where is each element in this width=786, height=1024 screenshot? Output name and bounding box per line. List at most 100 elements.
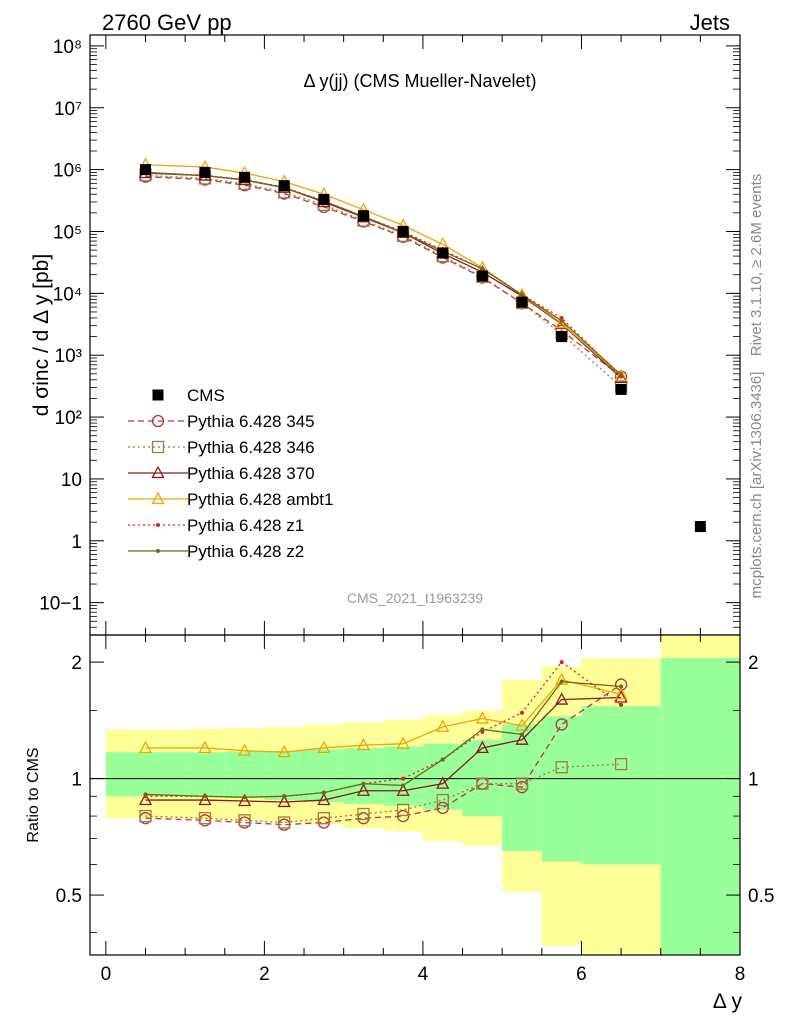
ratio-point bbox=[139, 809, 152, 823]
ratio-point bbox=[361, 781, 366, 786]
ratio-bands bbox=[105, 635, 740, 955]
ratio-y-tick-label: 1 bbox=[71, 770, 82, 791]
legend-label: Pythia 6.428 345 bbox=[187, 412, 315, 431]
ratio-point bbox=[476, 777, 489, 790]
legend: CMS Pythia 6.428 345 Pythia 6.428 346 Pythi… bbox=[128, 386, 333, 561]
ratio-point bbox=[614, 757, 628, 771]
y-tick-label: 10⁷ bbox=[54, 99, 82, 120]
green-band bbox=[660, 657, 740, 955]
ratio-point bbox=[198, 812, 212, 825]
y-tick-label: 1 bbox=[71, 532, 82, 553]
main-series-line bbox=[145, 174, 622, 388]
ratio-point bbox=[440, 757, 445, 762]
x-tick-label: 8 bbox=[735, 964, 746, 985]
main-point bbox=[437, 247, 449, 259]
legend-marker bbox=[151, 491, 165, 505]
ratio-point bbox=[480, 727, 485, 732]
main-point bbox=[199, 166, 211, 178]
main-series-5 bbox=[143, 170, 624, 379]
ratio-series-5 bbox=[143, 679, 624, 800]
ratio-point bbox=[138, 792, 153, 806]
ratio-series-line bbox=[145, 684, 622, 826]
ratio-point bbox=[143, 792, 148, 797]
y-tick-label: 10³ bbox=[55, 346, 82, 367]
main-point bbox=[520, 293, 525, 298]
main-point bbox=[476, 270, 488, 282]
ratio-point bbox=[356, 783, 371, 796]
main-series-line bbox=[145, 164, 622, 377]
main-series-0 bbox=[139, 164, 627, 395]
main-series bbox=[138, 157, 706, 533]
y-tick-label: 10⁴ bbox=[53, 284, 82, 305]
legend-marker bbox=[152, 389, 164, 401]
ratio-point bbox=[357, 807, 370, 821]
ratio-point bbox=[515, 718, 529, 731]
ratio-point bbox=[277, 794, 291, 808]
y-tick-label: 10 bbox=[61, 470, 82, 491]
ratio-point bbox=[242, 795, 247, 800]
legend-item-5: Pythia 6.428 z1 bbox=[128, 516, 304, 535]
ratio-point bbox=[614, 690, 628, 703]
ratio-point bbox=[396, 803, 410, 817]
main-series-3 bbox=[138, 165, 628, 383]
x-tick-label: 4 bbox=[418, 964, 429, 985]
ratio-point bbox=[396, 809, 410, 823]
main-point bbox=[139, 164, 151, 176]
main-point bbox=[614, 368, 628, 382]
main-point bbox=[619, 372, 624, 377]
main-series-4 bbox=[138, 157, 628, 382]
main-title: Δ y(jj) (CMS Mueller-Navelet) bbox=[303, 71, 536, 91]
x-tick-label: 0 bbox=[101, 964, 112, 985]
green-band bbox=[581, 706, 661, 865]
rivet-note: Rivet 3.1.10, ≥ 2.6M events bbox=[748, 174, 765, 357]
ratio-point bbox=[198, 792, 212, 806]
x-tick-label: 2 bbox=[259, 964, 270, 985]
main-series-2 bbox=[139, 169, 628, 393]
ratio-point bbox=[475, 711, 489, 724]
main-point bbox=[239, 171, 251, 183]
legend-item-3: Pythia 6.428 370 bbox=[128, 464, 315, 483]
main-point bbox=[480, 266, 485, 271]
ratio-point bbox=[515, 732, 529, 745]
ratio-point bbox=[282, 794, 287, 799]
main-series-6 bbox=[143, 170, 624, 377]
watermark: CMS_2021_I1963239 bbox=[347, 590, 483, 606]
ratio-series-1 bbox=[139, 757, 628, 829]
ratio-point bbox=[520, 732, 525, 737]
ratio-series-line bbox=[145, 679, 622, 753]
ratio-point bbox=[436, 719, 450, 733]
ratio-y-tick-label: 0.5 bbox=[56, 886, 82, 907]
ratio-series-line bbox=[145, 696, 622, 803]
ratio-point bbox=[555, 761, 568, 774]
ratio-point bbox=[401, 776, 406, 781]
ratio-series-line bbox=[145, 681, 622, 798]
ratio-series bbox=[138, 660, 628, 831]
main-series-1 bbox=[139, 170, 628, 383]
ratio-point bbox=[619, 702, 624, 707]
main-point bbox=[614, 370, 628, 383]
ratio-series-3 bbox=[138, 672, 628, 758]
main-series-line bbox=[145, 175, 622, 378]
main-point bbox=[559, 315, 564, 320]
legend-marker bbox=[151, 465, 165, 479]
legend-label: Pythia 6.428 346 bbox=[187, 438, 315, 457]
ratio-point bbox=[138, 740, 153, 754]
main-series-line bbox=[145, 171, 622, 378]
main-point bbox=[357, 210, 369, 222]
ratio-point bbox=[619, 684, 624, 689]
green-band bbox=[541, 716, 582, 862]
green-band bbox=[185, 752, 225, 798]
ratio-y-tick-label-right: 1 bbox=[748, 770, 759, 791]
ratio-point bbox=[436, 776, 450, 789]
legend-item-2: Pythia 6.428 346 bbox=[128, 438, 315, 457]
ratio-series-2 bbox=[138, 690, 628, 808]
main-extra-point bbox=[694, 521, 706, 533]
main-point bbox=[615, 383, 627, 395]
ratio-ticks: 0.5 0.5 1 1 2 2 0 2 4 6 8 bbox=[56, 635, 774, 985]
legend-marker bbox=[151, 414, 165, 428]
ratio-point bbox=[238, 814, 251, 827]
legend-label: Pythia 6.428 z2 bbox=[187, 542, 304, 561]
legend-label: Pythia 6.428 ambt1 bbox=[187, 490, 333, 509]
ratio-point bbox=[356, 737, 371, 751]
main-panel: 10−1 1 10 10² 10³ 10⁴ 10⁵ 10⁶ 10⁷ 10⁸ Δ y(jj) (CM… bbox=[30, 34, 741, 636]
